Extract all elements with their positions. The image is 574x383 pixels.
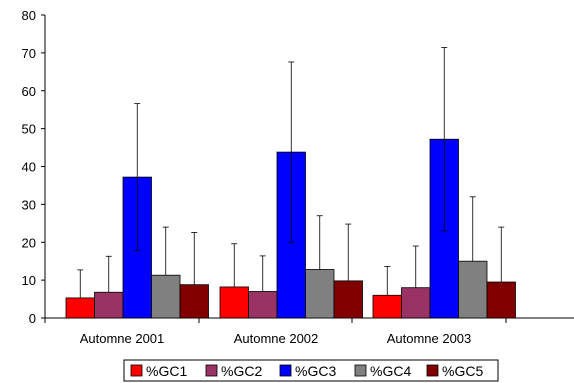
y-tick-label: 10 <box>22 273 36 288</box>
legend-swatch <box>426 364 439 377</box>
bar-gc2-2 <box>401 287 431 319</box>
y-tick-label: 40 <box>22 160 36 175</box>
legend-label: %GC3 <box>295 363 336 379</box>
y-tick-label: 20 <box>22 235 36 250</box>
legend-box <box>123 359 499 382</box>
x-category-label: Automne 2002 <box>234 331 319 346</box>
bar-gc5-2 <box>486 281 516 319</box>
bars <box>65 138 516 319</box>
bar-gc5-1 <box>333 280 363 319</box>
legend-swatch <box>354 364 367 377</box>
bar-gc4-1 <box>305 269 335 319</box>
legend-label: %GC5 <box>442 363 483 379</box>
bar-gc2-1 <box>248 291 278 319</box>
y-tick-label: 50 <box>22 122 36 137</box>
labels: 0 10 20 30 40 50 60 70 80 Automne 2001 Automne 200… <box>22 8 472 346</box>
bar-gc5-0 <box>179 284 209 319</box>
legend-label: %GC1 <box>146 363 187 379</box>
x-category-label: Automne 2001 <box>80 331 165 346</box>
error-bars <box>77 47 505 298</box>
legend: %GC1 %GC2 %GC3 %GC4 %GC5 <box>123 359 499 382</box>
y-tick-label: 0 <box>29 311 36 326</box>
legend-label: %GC4 <box>370 363 411 379</box>
legend-swatch <box>130 364 143 377</box>
legend-label: %GC2 <box>221 363 262 379</box>
legend-swatch <box>279 364 292 377</box>
y-tick-label: 70 <box>22 46 36 61</box>
bar-gc4-2 <box>458 260 488 319</box>
bar-gc1-1 <box>219 286 249 319</box>
y-tick-label: 80 <box>22 8 36 23</box>
bar-gc4-0 <box>151 274 181 319</box>
x-category-label: Automne 2003 <box>387 331 472 346</box>
legend-swatch <box>205 364 218 377</box>
bar-gc2-0 <box>94 291 124 319</box>
y-tick-label: 60 <box>22 84 36 99</box>
bar-gc1-0 <box>65 297 95 319</box>
bar-gc1-2 <box>372 294 402 319</box>
y-tick-label: 30 <box>22 197 36 212</box>
